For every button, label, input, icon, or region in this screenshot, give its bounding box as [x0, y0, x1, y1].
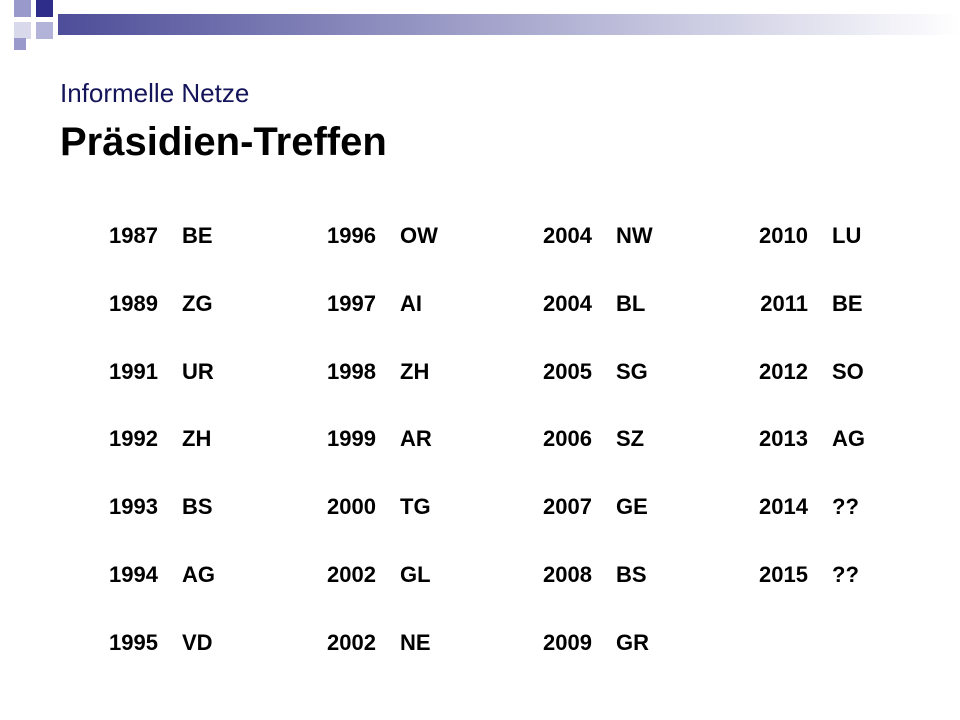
year: 2000 [327, 494, 376, 520]
decor-square [14, 22, 31, 39]
year: 1998 [327, 358, 376, 384]
year: 1994 [109, 562, 158, 587]
canton: BE [182, 223, 213, 248]
year: 2006 [543, 426, 592, 452]
canton: TG [400, 494, 431, 520]
canton: SG [616, 358, 648, 384]
canton: OW [400, 223, 438, 248]
decor-square [14, 38, 26, 50]
year: 2011 [760, 290, 808, 316]
year: 1996 [327, 223, 376, 248]
year: 1995 [109, 629, 158, 655]
canton: NW [616, 223, 653, 248]
year: 2012 [759, 358, 808, 384]
year: 1993 [109, 494, 158, 520]
year: 2002 [327, 629, 376, 655]
year: 2010 [759, 223, 808, 248]
year: 2005 [543, 358, 592, 384]
decor-square [14, 0, 31, 17]
year: 2004 [543, 290, 592, 316]
canton: UR [182, 358, 214, 384]
decor-square [36, 0, 53, 17]
canton: ZH [182, 426, 212, 452]
canton: ?? [832, 494, 859, 520]
canton: VD [182, 629, 213, 655]
canton: BL [616, 290, 646, 316]
canton: ?? [832, 562, 859, 587]
canton: AG [832, 426, 865, 452]
decor-square [36, 22, 53, 39]
canton: GL [400, 562, 431, 587]
year: 2004 [543, 223, 592, 248]
canton: SZ [616, 426, 645, 452]
year: 1997 [327, 290, 376, 316]
slide-heading: Präsidien-Treffen [60, 120, 387, 164]
year: 1992 [109, 426, 158, 452]
year: 1989 [109, 290, 158, 316]
canton: NE [400, 629, 431, 655]
year: 2002 [327, 562, 376, 587]
year: 2007 [543, 494, 592, 520]
canton: BE [832, 290, 863, 316]
canton: LU [832, 223, 862, 248]
year: 2013 [759, 426, 808, 452]
canton: BS [616, 562, 647, 587]
slide-title: Informelle Netze [60, 78, 250, 108]
year: 1987 [109, 223, 158, 248]
canton: BS [182, 494, 213, 520]
canton: ZH [400, 358, 430, 384]
canton: SO [832, 358, 864, 384]
canton: GR [616, 629, 649, 655]
year: 2015 [759, 562, 808, 587]
canton: GE [616, 494, 648, 520]
canton: AI [400, 290, 422, 316]
year: 1999 [327, 426, 376, 452]
year: 2014 [759, 494, 808, 520]
year: 2008 [543, 562, 592, 587]
canton: AG [182, 562, 215, 587]
decor-bar [58, 14, 960, 35]
year: 1991 [109, 358, 158, 384]
canton: AR [400, 426, 432, 452]
canton: ZG [182, 290, 213, 316]
year: 2009 [543, 629, 592, 655]
